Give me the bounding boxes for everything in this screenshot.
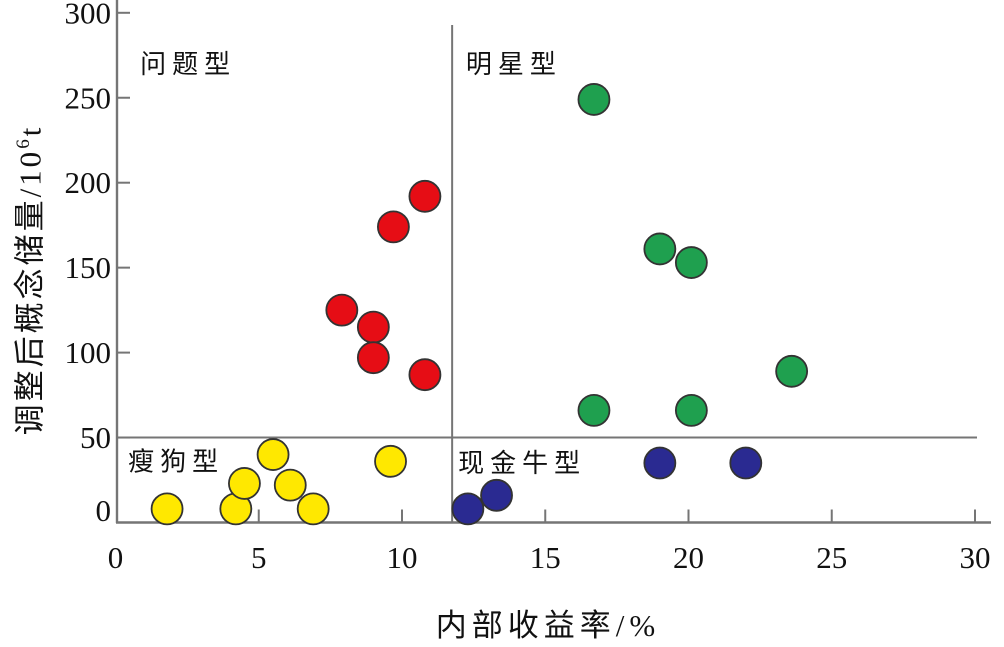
data-point [374,444,407,478]
y-tick-label: 150 [65,250,112,285]
data-point [356,341,390,375]
data-point [408,358,442,392]
data-point [228,467,261,500]
data-point [674,246,708,279]
data-point [674,393,708,427]
y-axis-title: 调整后概念储量/106t [5,125,50,436]
x-tick-label: 15 [530,540,561,575]
y-tick-label: 50 [80,420,111,455]
data-point [577,83,611,116]
y-tick-label: 250 [65,80,112,115]
data-point [273,468,307,502]
y-axis-title-text: 调整后概念储量/10 [12,148,48,436]
y-tick-label: 300 [65,0,112,30]
y-axis-title-exponent: 6 [13,136,35,149]
data-point [256,438,290,471]
data-point [408,179,442,213]
data-point [643,232,677,266]
x-tick-label: 10 [387,540,418,575]
quadrant-label-star: 明星型 [466,50,562,79]
data-point [377,210,410,244]
data-point [480,478,513,512]
data-point [451,492,485,526]
data-point [577,393,611,427]
y-tick-label: 200 [65,165,112,200]
x-axis-title: 内部收益率/% [436,600,660,645]
data-point [325,293,359,327]
data-point [150,492,184,526]
x-tick-label: 0 [108,540,124,575]
x-axis-title-text: 内部收益率/% [435,608,661,643]
data-point [643,446,677,480]
y-tick-label: 0 [96,493,112,528]
y-tick-label: 100 [65,335,112,370]
data-point [729,446,763,480]
data-point [296,492,330,526]
data-point [775,354,809,388]
x-tick-label: 20 [673,540,704,575]
quadrant-label-cash-cow: 现金牛型 [458,449,586,478]
x-tick-label: 25 [816,540,847,575]
x-tick-label: 30 [960,540,991,575]
quadrant-label-problem: 问题型 [140,50,236,79]
y-axis-title-unit: t [12,124,48,137]
data-point [356,310,390,344]
x-tick-label: 5 [251,540,267,575]
quadrant-label-dog: 瘦狗型 [128,447,224,476]
